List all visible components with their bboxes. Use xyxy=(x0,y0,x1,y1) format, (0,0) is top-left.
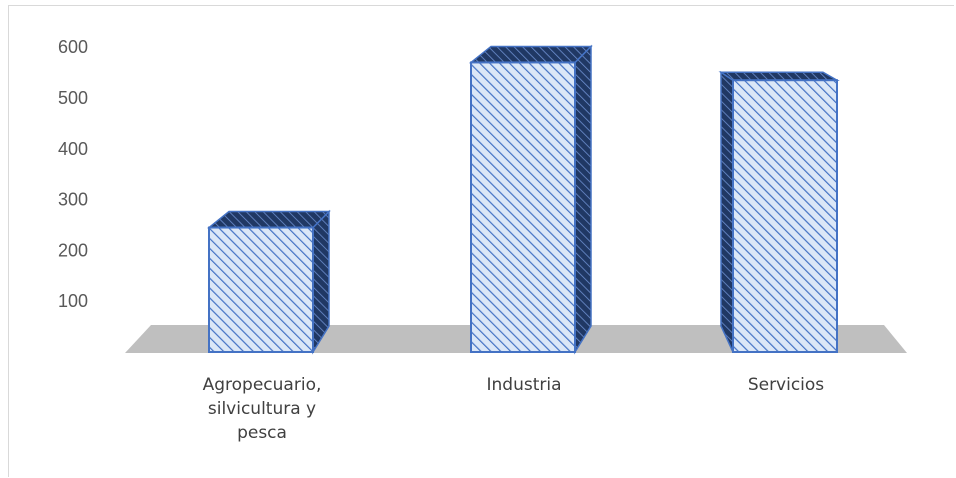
bar-top xyxy=(206,210,331,229)
x-category-label: Industria xyxy=(486,375,561,395)
y-tick-label: 100 xyxy=(58,291,88,311)
y-tick-label: 600 xyxy=(58,37,88,57)
bar xyxy=(468,44,593,355)
y-tick-label: 300 xyxy=(58,190,88,210)
bar-front xyxy=(208,226,314,353)
bar-front xyxy=(732,79,838,353)
bar-front xyxy=(470,61,576,353)
bar xyxy=(718,70,840,353)
x-category-label: Agropecuario, silvicultura y pesca xyxy=(203,375,322,443)
y-tick-label: 500 xyxy=(58,88,88,108)
bar-side xyxy=(574,44,592,355)
y-tick-label: 200 xyxy=(58,240,88,260)
x-category-label: Servicios xyxy=(748,375,824,395)
chart-frame xyxy=(8,5,954,477)
bar-top xyxy=(718,71,840,81)
y-tick-label: 400 xyxy=(58,139,88,159)
bar-side xyxy=(312,209,330,355)
bar-side xyxy=(720,70,734,353)
bar-top xyxy=(468,45,593,64)
bar xyxy=(206,209,331,355)
